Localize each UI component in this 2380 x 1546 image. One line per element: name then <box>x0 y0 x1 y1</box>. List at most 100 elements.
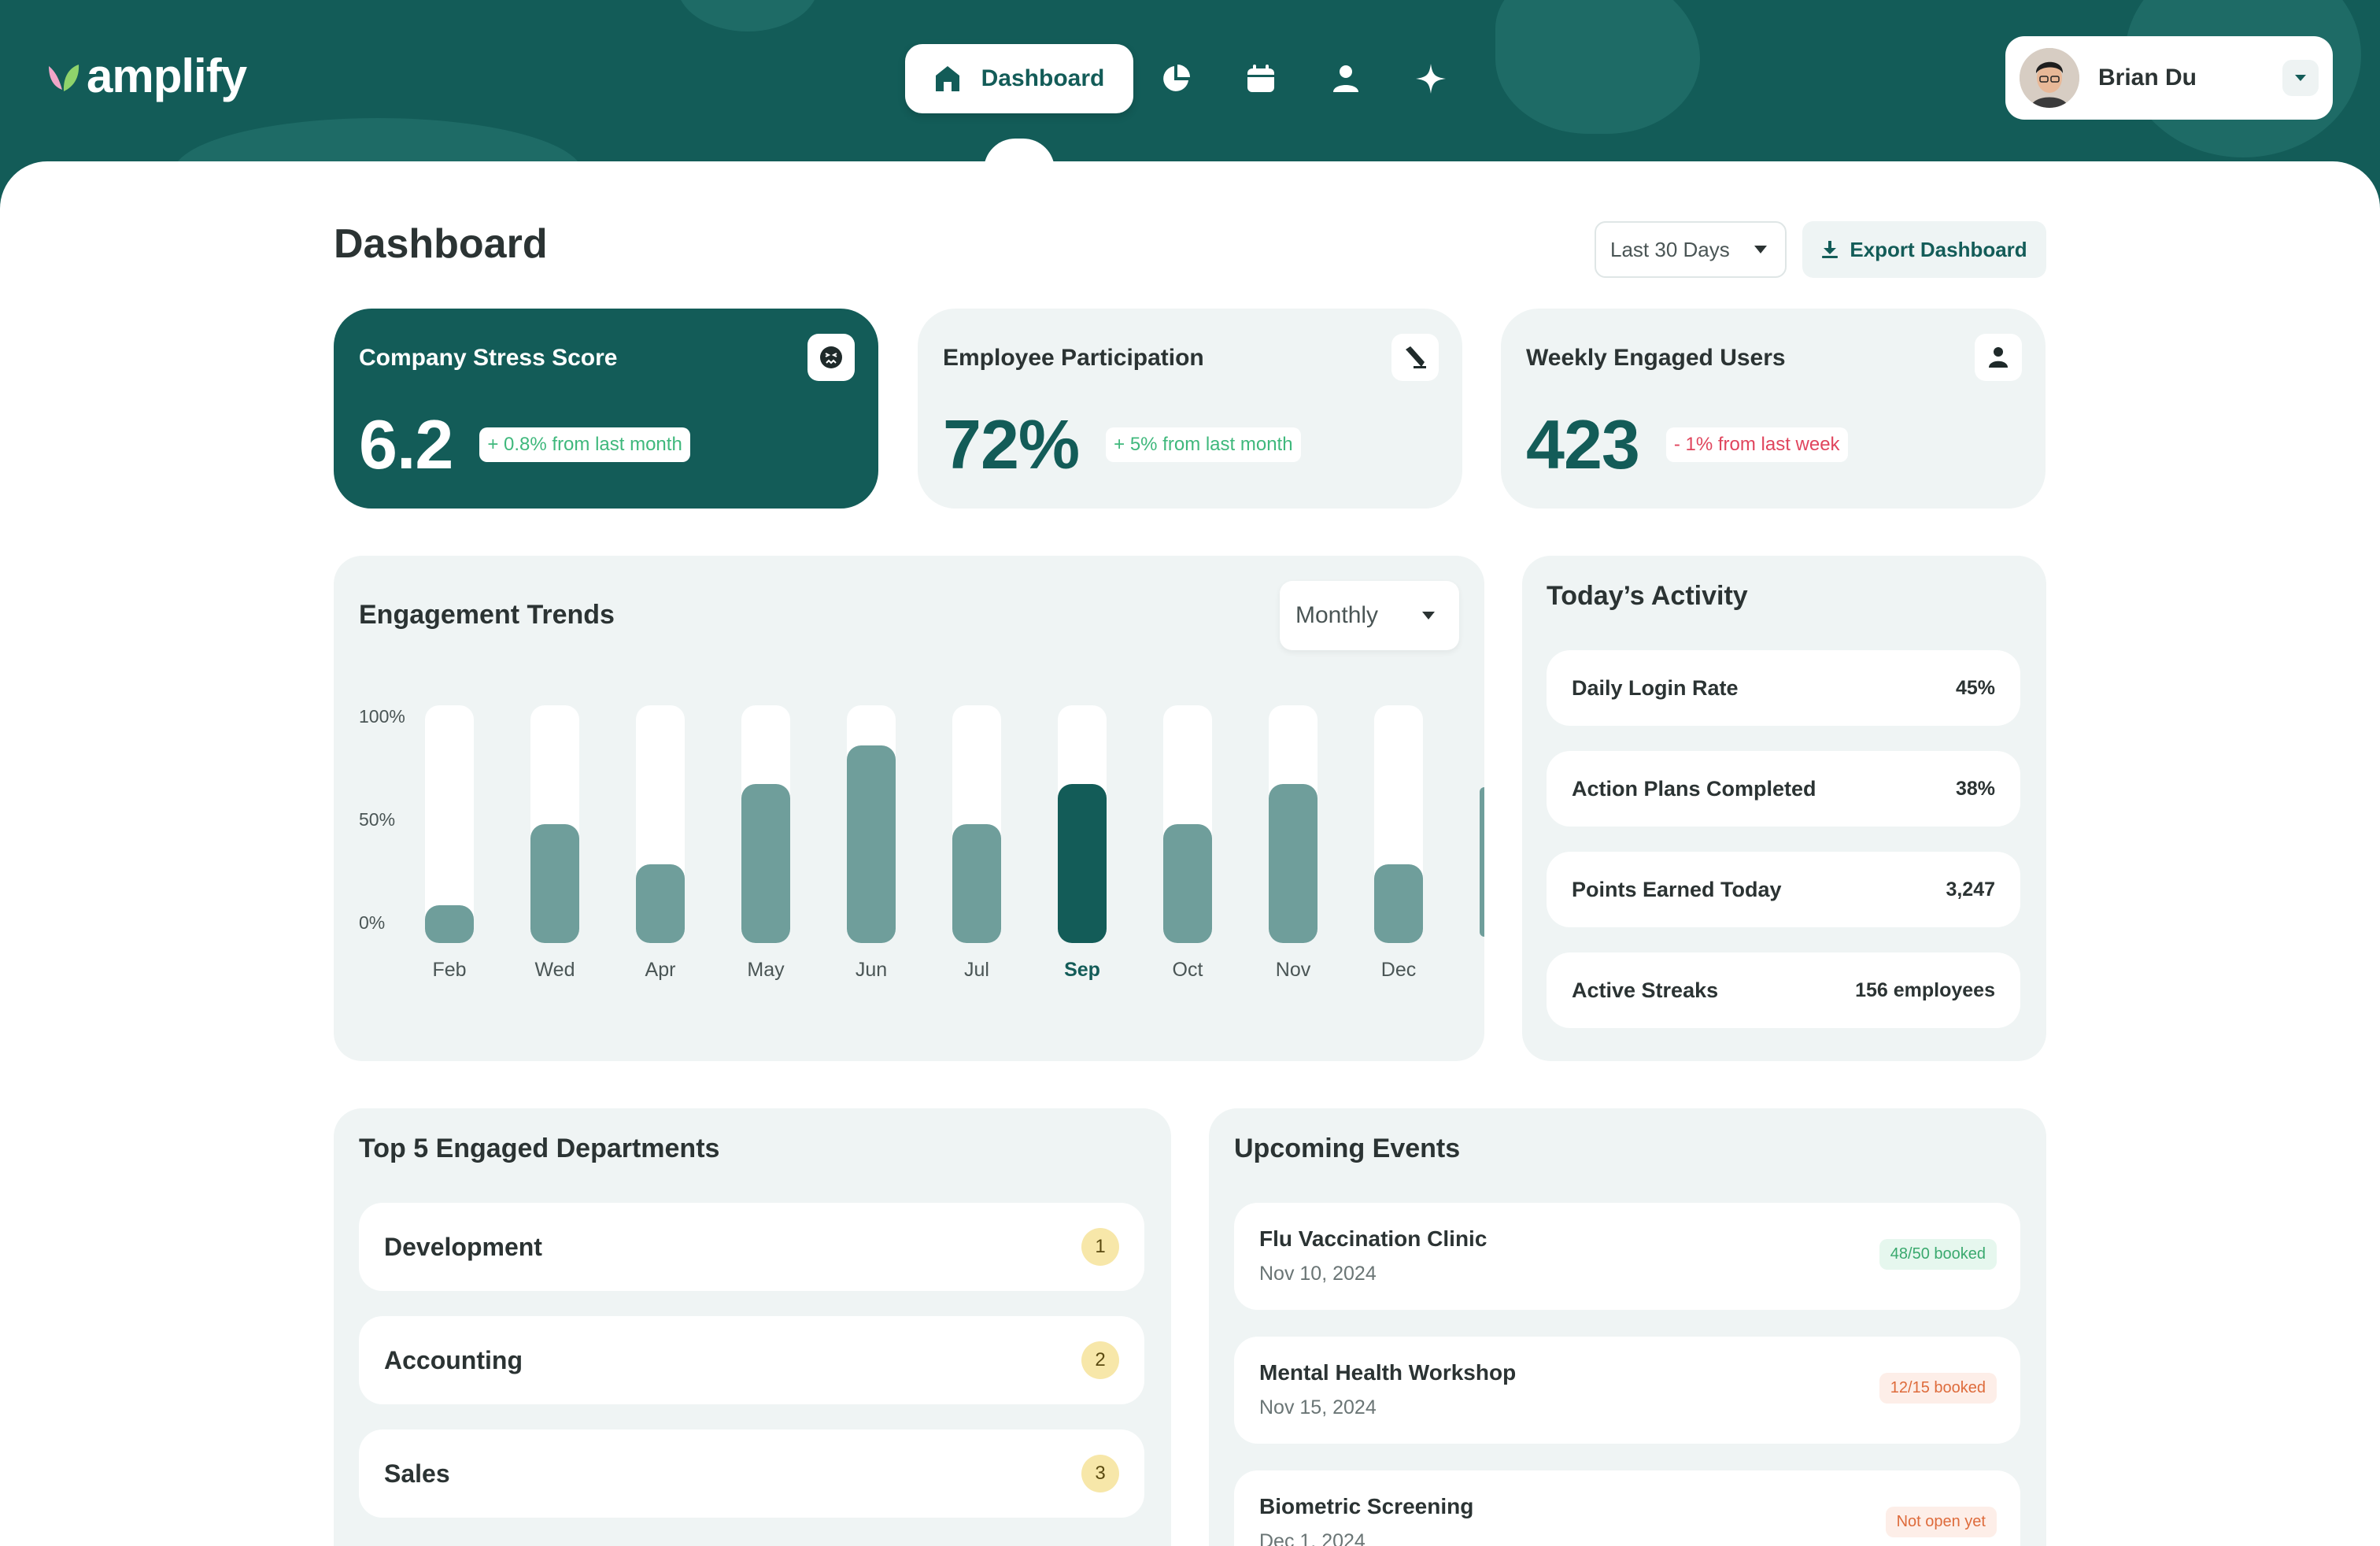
activity-value: 45% <box>1955 676 1995 699</box>
kpi-delta: - 1% from last week <box>1665 427 1848 462</box>
bar-partial-next <box>1480 787 1484 937</box>
top-bar: amplify Dashboard <box>0 0 2380 161</box>
kpi-value: 423 <box>1526 405 1640 483</box>
event-date: Dec 1, 2024 <box>1259 1530 1366 1546</box>
bar-sep[interactable] <box>1058 784 1107 943</box>
bar-track <box>636 705 685 943</box>
nav-dashboard[interactable]: Dashboard <box>905 44 1133 113</box>
bar-nov[interactable] <box>1269 784 1318 943</box>
bar-track <box>1058 705 1107 943</box>
user-photo <box>2020 48 2079 108</box>
rank-badge: 3 <box>1081 1455 1119 1492</box>
activity-item: Points Earned Today 3,247 <box>1547 852 2020 927</box>
activity-label: Daily Login Rate <box>1572 675 1739 700</box>
kpi-row: 423 - 1% from last week <box>1526 405 1848 485</box>
home-icon <box>935 66 959 91</box>
sparkle-icon <box>1416 64 1446 94</box>
department-item[interactable]: Sales 3 <box>359 1429 1144 1518</box>
kpi-title: Employee Participation <box>943 345 1204 371</box>
event-title: Flu Vaccination Clinic <box>1259 1226 1488 1251</box>
user-name: Brian Du <box>2098 65 2197 91</box>
kpi-card-stress[interactable]: Company Stress Score 6.2 + 0.8% from las… <box>334 309 878 509</box>
leaf-logo-icon <box>49 64 79 91</box>
kpi-icon-badge <box>808 334 855 381</box>
decor-blob <box>1495 0 1700 134</box>
x-tick-label: Jul <box>964 959 989 981</box>
decor-blob <box>677 0 819 31</box>
kpi-row: 6.2 + 0.8% from last month <box>359 405 690 485</box>
kpi-icon-badge <box>1391 334 1439 381</box>
activity-item: Active Streaks 156 employees <box>1547 952 2020 1028</box>
export-dashboard-label: Export Dashboard <box>1850 237 2027 261</box>
activity-item: Action Plans Completed 38% <box>1547 751 2020 827</box>
kpi-card-weekly-users[interactable]: Weekly Engaged Users 423 - 1% from last … <box>1501 309 2046 509</box>
kpi-icon-badge <box>1975 334 2022 381</box>
event-item[interactable]: Mental Health Workshop Nov 15, 2024 12/1… <box>1234 1337 2020 1444</box>
activity-item: Daily Login Rate 45% <box>1547 650 2020 726</box>
nav-analytics[interactable] <box>1133 44 1218 113</box>
chevron-down-icon <box>2295 75 2306 81</box>
activity-label: Points Earned Today <box>1572 877 1782 901</box>
period-select[interactable]: Monthly <box>1280 581 1459 650</box>
bar-dec[interactable] <box>1374 864 1423 943</box>
kpi-value: 6.2 <box>359 405 453 483</box>
department-item[interactable]: Development 1 <box>359 1203 1144 1291</box>
event-title: Biometric Screening <box>1259 1494 1474 1518</box>
bar-track <box>1163 705 1212 943</box>
date-range-select[interactable]: Last 30 Days <box>1595 221 1787 278</box>
app-logo[interactable]: amplify <box>46 49 247 103</box>
rank-badge: 1 <box>1081 1228 1119 1266</box>
x-tick-label: Nov <box>1275 959 1311 981</box>
page-title: Dashboard <box>334 221 548 267</box>
bar-feb[interactable] <box>425 905 474 943</box>
activity-label: Active Streaks <box>1572 978 1719 1002</box>
period-value: Monthly <box>1295 602 1379 628</box>
export-dashboard-button[interactable]: Export Dashboard <box>1802 221 2046 278</box>
booking-badge: 12/15 booked <box>1879 1373 1997 1404</box>
nav-profile[interactable] <box>1303 44 1388 113</box>
avatar <box>2020 48 2079 108</box>
kpi-row: 72% + 5% from last month <box>943 405 1301 485</box>
activity-value: 38% <box>1955 777 1995 800</box>
nav-ai[interactable] <box>1388 44 1473 113</box>
nav-dashboard-label: Dashboard <box>981 65 1105 91</box>
bar-jul[interactable] <box>952 824 1001 943</box>
user-menu[interactable]: Brian Du <box>2005 36 2333 120</box>
kpi-delta: + 0.8% from last month <box>479 427 690 462</box>
y-tick-label: 50% <box>359 809 396 830</box>
y-tick-label: 100% <box>359 706 405 727</box>
user-menu-toggle[interactable] <box>2282 60 2319 96</box>
event-date: Nov 10, 2024 <box>1259 1263 1377 1285</box>
x-tick-label: Wed <box>534 959 575 981</box>
engagement-trends-title: Engagement Trends <box>359 600 615 630</box>
nav-calendar[interactable] <box>1218 44 1303 113</box>
event-item[interactable]: Biometric Screening Dec 1, 2024 Not open… <box>1234 1470 2020 1546</box>
bar-jun[interactable] <box>847 745 896 943</box>
todays-activity-title: Today’s Activity <box>1547 581 1748 611</box>
bar-track <box>530 705 579 943</box>
logo-text: amplify <box>87 50 247 102</box>
bar-apr[interactable] <box>636 864 685 943</box>
activity-value: 156 employees <box>1855 978 1995 1001</box>
bar-track <box>741 705 790 943</box>
x-tick-label: Sep <box>1064 959 1100 981</box>
department-name: Accounting <box>384 1345 523 1374</box>
decor-blob <box>173 118 582 161</box>
bar-wed[interactable] <box>530 824 579 943</box>
kpi-title: Company Stress Score <box>359 345 618 371</box>
event-item[interactable]: Flu Vaccination Clinic Nov 10, 2024 48/5… <box>1234 1203 2020 1310</box>
kpi-title: Weekly Engaged Users <box>1526 345 1786 371</box>
activity-label: Action Plans Completed <box>1572 776 1816 801</box>
pen-icon <box>1406 346 1426 368</box>
activity-value: 3,247 <box>1946 878 1995 901</box>
bar-oct[interactable] <box>1163 824 1212 943</box>
x-tick-label: Feb <box>432 959 467 981</box>
main-nav: Dashboard <box>905 44 1473 113</box>
booking-badge: Not open yet <box>1885 1507 1997 1537</box>
bar-may[interactable] <box>741 784 790 943</box>
department-item[interactable]: Accounting 2 <box>359 1316 1144 1404</box>
rank-badge: 2 <box>1081 1341 1119 1379</box>
upcoming-events-title: Upcoming Events <box>1234 1134 1461 1163</box>
kpi-card-participation[interactable]: Employee Participation 72% + 5% from las… <box>918 309 1462 509</box>
x-tick-label: Dec <box>1380 959 1417 981</box>
